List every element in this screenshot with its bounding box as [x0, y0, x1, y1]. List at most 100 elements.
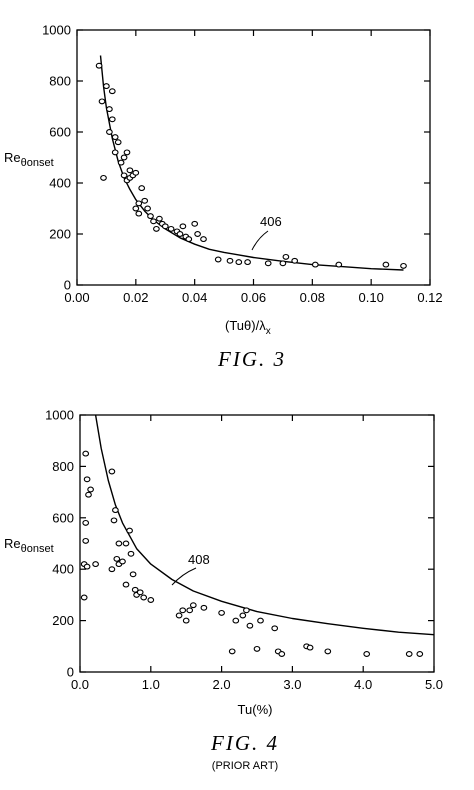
data-point	[200, 236, 207, 243]
data-point	[228, 648, 236, 655]
x-tick-label: 3.0	[283, 677, 301, 692]
data-point	[112, 507, 119, 514]
data-point	[87, 486, 94, 493]
y-tick-label: 400	[52, 562, 74, 577]
x-tick-label: 4.0	[354, 677, 372, 692]
fit-curve	[99, 55, 404, 271]
data-point	[382, 261, 390, 268]
data-point	[114, 139, 122, 146]
data-point	[103, 83, 110, 90]
x-axis-label-fig4: Tu(%)	[238, 702, 273, 717]
data-point	[80, 594, 88, 601]
x-tick-label: 5.0	[425, 677, 443, 692]
data-point	[232, 617, 240, 624]
data-point	[179, 607, 187, 614]
data-point	[226, 257, 234, 264]
data-point	[82, 537, 90, 544]
prior-art-note: (PRIOR ART)	[212, 760, 278, 772]
data-point	[108, 468, 116, 475]
data-point	[363, 651, 371, 657]
data-point	[82, 450, 90, 457]
data-point	[108, 88, 116, 95]
x-tick-label: 0.02	[123, 290, 148, 305]
y-axis-label-fig3: Reθonset	[4, 150, 54, 169]
data-point	[141, 197, 149, 204]
data-point	[119, 558, 126, 565]
x-axis-label-fig3: (Tuθ)/λx	[225, 318, 271, 337]
data-point	[235, 259, 243, 266]
data-point	[271, 625, 279, 632]
data-point	[185, 236, 193, 243]
x-tick-label: 0.12	[417, 290, 442, 305]
data-point	[218, 609, 225, 616]
data-point	[147, 213, 154, 220]
data-point	[132, 169, 140, 176]
data-point	[405, 651, 413, 657]
data-point	[291, 257, 299, 264]
data-point	[186, 607, 194, 614]
data-point	[100, 174, 107, 181]
data-point	[85, 491, 92, 498]
data-point	[161, 223, 169, 230]
data-point	[243, 607, 250, 614]
data-point	[335, 261, 343, 268]
x-tick-label: 2.0	[213, 677, 231, 692]
y-tick-label: 600	[52, 510, 74, 525]
data-point	[244, 259, 251, 266]
y-tick-label: 1000	[42, 23, 71, 38]
data-point	[147, 597, 155, 603]
data-point	[110, 517, 118, 524]
data-point	[126, 527, 133, 534]
data-point	[108, 566, 116, 573]
data-point	[123, 149, 131, 156]
figure-caption-fig3: FIG. 3	[217, 347, 286, 371]
data-point	[138, 185, 146, 192]
x-tick-label: 0.0	[71, 677, 89, 692]
data-point	[175, 612, 183, 619]
y-tick-label: 200	[52, 613, 74, 628]
curve-reference-label: 406	[260, 214, 282, 229]
curve-leader-line	[251, 230, 269, 251]
data-point	[135, 200, 143, 207]
data-point	[106, 129, 113, 135]
data-point	[122, 581, 130, 588]
y-tick-label: 0	[64, 278, 71, 293]
x-tick-label: 1.0	[142, 677, 160, 692]
data-point	[176, 231, 184, 237]
y-tick-label: 600	[49, 125, 71, 140]
data-point	[194, 231, 201, 237]
data-point	[279, 260, 287, 267]
data-point	[150, 218, 157, 225]
y-axis-label-fig4: Reθonset	[4, 536, 54, 555]
y-tick-label: 800	[52, 459, 74, 474]
data-point	[111, 134, 119, 141]
y-tick-label: 200	[49, 227, 71, 242]
x-tick-label: 0.04	[182, 290, 207, 305]
data-point	[127, 550, 135, 557]
y-tick-label: 800	[49, 74, 71, 89]
data-point	[122, 540, 130, 547]
data-point	[129, 571, 137, 578]
data-point	[257, 617, 264, 624]
data-point	[115, 540, 123, 547]
figure-caption-fig4: FIG. 4	[210, 731, 279, 755]
data-point	[156, 215, 163, 222]
data-point	[106, 106, 113, 113]
x-tick-label: 0.08	[300, 290, 325, 305]
data-point	[324, 648, 332, 655]
data-point	[82, 519, 90, 526]
data-point	[117, 159, 125, 166]
data-point	[111, 149, 119, 156]
data-point	[306, 644, 314, 651]
data-point	[246, 622, 254, 629]
y-tick-label: 1000	[45, 408, 74, 423]
data-point	[83, 563, 91, 570]
curve-reference-label: 408	[188, 552, 210, 567]
data-point	[278, 651, 286, 657]
data-point	[144, 205, 151, 212]
data-point	[126, 167, 134, 174]
data-point	[311, 261, 319, 268]
data-point	[120, 172, 128, 179]
data-point	[113, 555, 121, 562]
